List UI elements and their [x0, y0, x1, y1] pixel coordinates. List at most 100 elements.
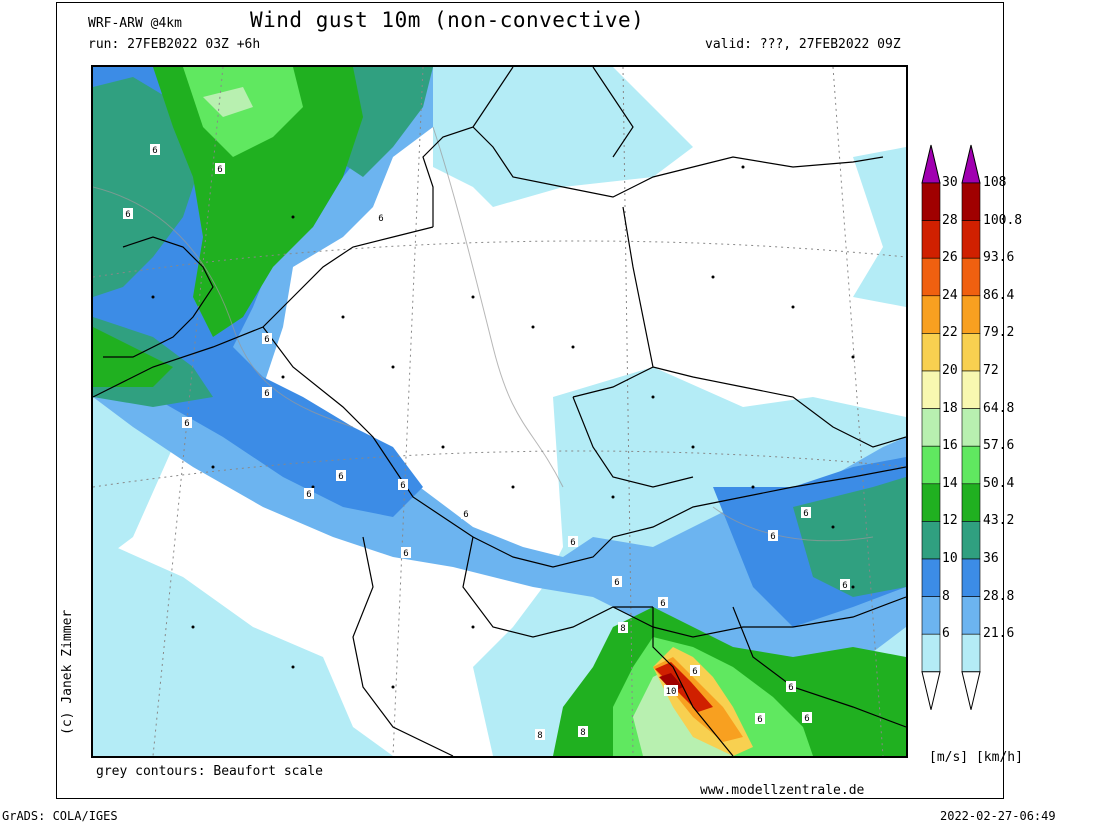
beaufort-label: 6	[184, 419, 189, 429]
colorbar-kmh-tick-label: 79.2	[983, 325, 1015, 341]
beaufort-label: 10	[666, 687, 677, 697]
colorbar-kmh-swatch	[961, 333, 981, 372]
colorbar-kmh-swatch	[961, 408, 981, 447]
beaufort-label-bg	[262, 333, 272, 344]
beaufort-label: 6	[614, 578, 619, 588]
beaufort-label-bg	[578, 726, 588, 737]
beaufort-label: 6	[757, 715, 762, 725]
beaufort-label-bg	[262, 387, 272, 398]
beaufort-label-bg	[618, 622, 628, 633]
colorbar-ms-swatch	[921, 333, 941, 372]
colorbar-ms-swatch	[921, 633, 941, 673]
colorbar-kmh-tick-label: 43.2	[983, 513, 1015, 529]
beaufort-label-bg	[786, 681, 796, 692]
colorbar-kmh-swatches	[961, 144, 981, 710]
colorbar-kmh-swatch	[961, 257, 981, 297]
colorbar-kmh-swatch	[961, 483, 981, 522]
colorbar-ms-swatch	[921, 558, 941, 597]
colorbar-ms-tick-label: 14	[942, 475, 958, 491]
colorbar-kmh-tick-label: 57.6	[983, 438, 1015, 454]
colorbar-kmh-tick-label: 36	[983, 551, 999, 566]
beaufort-label-bg	[401, 547, 411, 558]
colorbar-kmh-swatch	[961, 633, 981, 673]
beaufort-label-bg	[664, 685, 678, 696]
beaufort-label-bg	[182, 417, 192, 428]
colorbar-kmh-tick-label: 21.6	[983, 626, 1015, 642]
beaufort-label-bg	[768, 530, 778, 541]
beaufort-label-bg	[336, 470, 346, 481]
beaufort-label-bg	[755, 713, 765, 724]
colorbar-ms-tick-label: 28	[942, 212, 958, 228]
colorbar-ms-swatch	[921, 295, 941, 334]
colorbar-kmh-swatch	[961, 370, 981, 409]
beaufort-label: 6	[264, 389, 269, 399]
beaufort-label: 8	[537, 731, 542, 741]
colorbar-ms-swatch	[921, 521, 941, 560]
colorbar-ms-tick-label: 20	[942, 363, 958, 378]
beaufort-label: 6	[306, 490, 311, 500]
colorbar-ms-swatch	[921, 182, 941, 221]
beaufort-label: 6	[804, 714, 809, 724]
colorbar-kmh	[961, 144, 981, 710]
beaufort-label-bg	[658, 597, 668, 608]
colorbar-kmh-swatch	[961, 596, 981, 635]
colorbar-kmh-tick-label: 108	[983, 175, 1007, 190]
colorbar-kmh-tick-label: 93.6	[983, 250, 1015, 266]
colorbar-ms-tick-label: 10	[942, 551, 958, 566]
colorbar-kmh-tick-label: 100.8	[983, 212, 1023, 228]
colorbar-ms-under-triangle	[921, 671, 941, 710]
colorbar-ms-tick-label: 18	[942, 400, 958, 416]
colorbar-ms-tick-label: 26	[942, 250, 958, 266]
beaufort-label: 6	[692, 667, 697, 677]
credit-label: (c) Janek Zimmer	[60, 609, 75, 735]
colorbar-ms-swatch	[921, 408, 941, 447]
valid-label: valid: ???, 27FEB2022 09Z	[705, 37, 901, 52]
beaufort-label-bg	[376, 212, 386, 223]
beaufort-label: 6	[403, 549, 408, 559]
map-canvas: 6666666666666666666666810886	[93, 67, 906, 756]
beaufort-label-bg	[123, 208, 133, 219]
colorbar-kmh-swatch	[961, 558, 981, 597]
website-link[interactable]: www.modellzentrale.de	[700, 783, 865, 798]
beaufort-label: 8	[580, 728, 585, 738]
colorbar-kmh-swatch	[961, 220, 981, 259]
beaufort-label-bg	[801, 507, 811, 518]
colorbar-kmh-tick-label: 64.8	[983, 400, 1015, 416]
beaufort-label: 6	[660, 599, 665, 609]
beaufort-label-bg	[304, 488, 314, 499]
beaufort-label: 6	[463, 510, 468, 520]
beaufort-label: 8	[620, 624, 625, 634]
model-label: WRF-ARW @4km	[88, 16, 182, 31]
colorbar-kmh-under-triangle	[961, 671, 981, 710]
colorbar-ms-swatch	[921, 220, 941, 259]
colorbar-ms-tick-label: 24	[942, 287, 958, 303]
beaufort-label-bg	[150, 144, 160, 155]
colorbar-ms-tick-label: 8	[942, 588, 950, 604]
beaufort-label: 6	[570, 538, 575, 548]
beaufort-label-bg	[398, 479, 408, 490]
units-label: [m/s] [km/h]	[929, 750, 1023, 765]
beaufort-label-bg	[612, 576, 622, 587]
colorbar-ms-swatch	[921, 370, 941, 409]
beaufort-label-bg	[840, 579, 850, 590]
colorbar-ms	[921, 144, 941, 710]
beaufort-label: 6	[770, 532, 775, 542]
beaufort-label: 6	[378, 214, 383, 224]
software-label: GrADS: COLA/IGES	[2, 809, 118, 823]
beaufort-label-bg	[535, 729, 545, 740]
colorbar-kmh-swatch	[961, 445, 981, 485]
colorbar-ms-tick-label: 22	[942, 325, 958, 341]
colorbar-kmh-swatch	[961, 182, 981, 221]
colorbar-ms-tick-label: 12	[942, 513, 958, 529]
run-label: run: 27FEB2022 03Z +6h	[88, 37, 261, 52]
colorbar-kmh-swatch	[961, 521, 981, 560]
colorbar-ms-tick-label: 30	[942, 175, 958, 190]
colorbar-ms-tick-label: 16	[942, 438, 958, 454]
colorbar-kmh-tick-label: 72	[983, 363, 999, 378]
plot-frame	[56, 2, 1004, 799]
wind-gust-map[interactable]: 6666666666666666666666810886	[91, 65, 908, 758]
beaufort-label-bg	[568, 536, 578, 547]
beaufort-label: 6	[264, 335, 269, 345]
colorbar-ms-tick-label: 6	[942, 626, 950, 642]
beaufort-label-bg	[690, 665, 700, 676]
